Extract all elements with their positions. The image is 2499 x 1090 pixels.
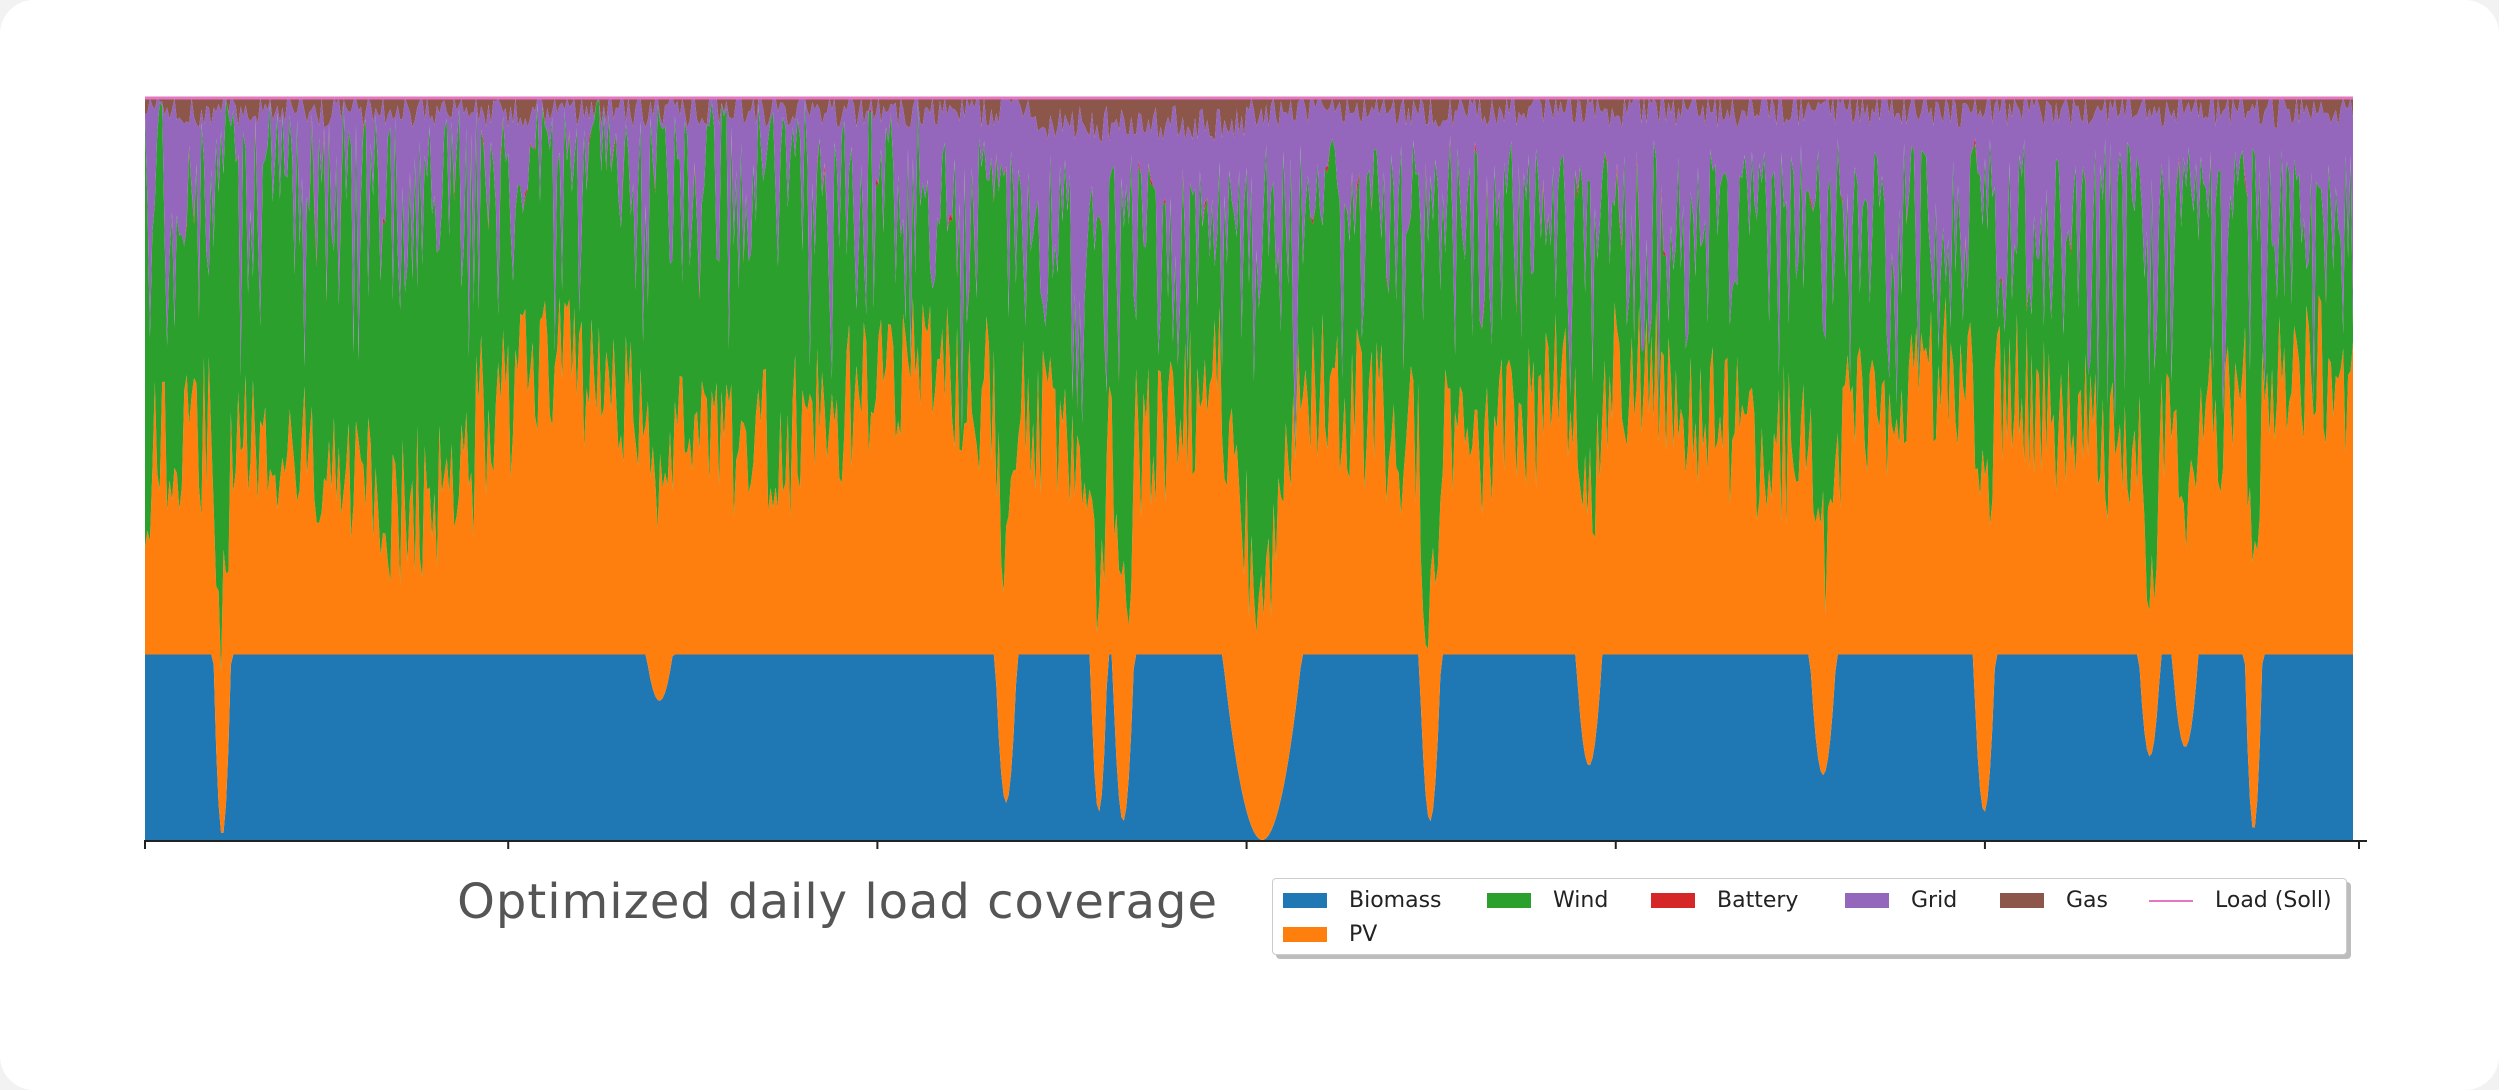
legend-item-grid: Grid — [1845, 888, 1957, 913]
legend-label-pv: PV — [1349, 922, 1378, 947]
area-gas — [145, 98, 2353, 143]
legend-item-battery: Battery — [1651, 888, 1798, 913]
legend-label-load: Load (Soll) — [2215, 888, 2332, 913]
chart-title: Optimized daily load coverage — [457, 874, 1218, 930]
area-pv — [145, 295, 2353, 840]
legend-label-grid: Grid — [1911, 888, 1958, 913]
legend-item-gas: Gas — [2000, 888, 2108, 913]
legend-item-wind: Wind — [1487, 888, 1608, 913]
legend-swatch-battery — [1651, 893, 1695, 908]
area-wind — [145, 98, 2353, 673]
legend-swatch-gas — [2000, 893, 2044, 908]
area-grid — [145, 98, 2353, 446]
legend-swatch-pv — [1283, 927, 1327, 942]
legend-swatch-biomass — [1283, 893, 1327, 908]
area-biomass — [145, 654, 2353, 840]
legend-label-biomass: Biomass — [1349, 888, 1442, 913]
legend-label-battery: Battery — [1717, 888, 1799, 913]
chart-axes — [144, 840, 2367, 849]
legend-item-pv: PV — [1283, 922, 1377, 947]
chart-legend: Biomass Wind Battery Grid Gas Load (Soll… — [1272, 878, 2347, 955]
legend-item-load: Load (Soll) — [2149, 888, 2332, 913]
legend-label-gas: Gas — [2066, 888, 2108, 913]
legend-swatch-wind — [1487, 893, 1531, 908]
legend-item-biomass: Biomass — [1283, 888, 1442, 913]
legend-swatch-load — [2149, 899, 2193, 902]
legend-swatch-grid — [1845, 893, 1889, 908]
chart-areas — [145, 96, 2353, 840]
legend-label-wind: Wind — [1553, 888, 1609, 913]
